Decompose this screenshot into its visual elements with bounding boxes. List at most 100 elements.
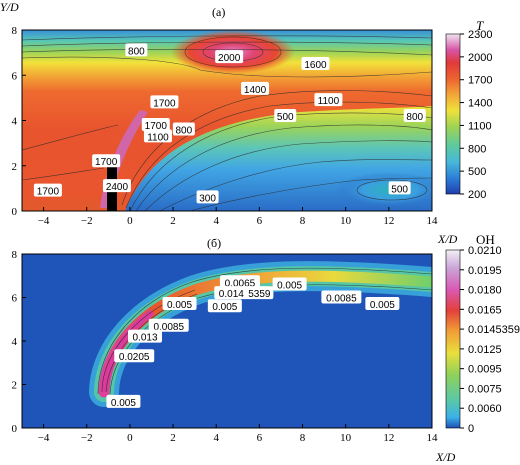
contour-label: 1700 (153, 98, 176, 109)
x-tick-label: −2 (81, 215, 93, 227)
colorbar-tick-label: 0.0145359 (468, 324, 520, 336)
x-tick-label: 4 (213, 432, 219, 444)
contour-label-bg (388, 181, 411, 195)
oh-peak-region (102, 310, 154, 392)
contour-label-bg (207, 299, 242, 313)
temperature-colorbar-ticks: 2300 2000 1700 1400 1100 800 500 200 (460, 29, 492, 201)
contour-label: 1600 (304, 60, 327, 71)
contour-label-bg (215, 50, 244, 64)
x-tick-label: −4 (38, 432, 50, 444)
panel-label-b: (б) (207, 236, 221, 250)
contour-label-bg (241, 81, 270, 95)
x-tick-label: 6 (257, 215, 263, 227)
contour-label-bg (365, 297, 400, 311)
oh-colorbar-gradient (445, 249, 461, 429)
contour-label: 0.005 (167, 300, 192, 311)
colorbar-tick-label: 0.0075 (468, 383, 502, 395)
contour-label: 0.0085 (153, 322, 184, 333)
y-tick-label: 4 (12, 336, 18, 348)
colorbar-tick-label: 2000 (468, 52, 492, 64)
colorbar-tick-label: 0.0060 (468, 403, 502, 415)
x-tick-label: −4 (38, 215, 50, 227)
y-tick-label: 2 (12, 161, 18, 173)
colorbar-tick-label: 1100 (468, 120, 492, 132)
x-tick-label: 4 (213, 215, 219, 227)
contour-label-bg (162, 297, 197, 311)
contour-label: 0.005 (111, 398, 136, 409)
contour-label: 800 (175, 126, 192, 137)
colorbar-tick-label: 1700 (468, 75, 492, 87)
oh-colorbar-ticks: 0.0210 0.0195 0.0180 0.0165 0.0145359 0.0125 0… (460, 245, 520, 435)
contour-label-bg (196, 190, 219, 204)
contour-label-bg (214, 286, 249, 300)
y-tick-label: 6 (12, 293, 18, 305)
x-tick-label: 2 (170, 215, 176, 227)
contour-label-bg (403, 108, 426, 122)
contour-label: 500 (391, 184, 408, 195)
contour-label-bg (141, 118, 170, 132)
contour-label-bg (143, 129, 172, 143)
colorbar-tick-label: 500 (468, 166, 486, 178)
x-tick-label: 6 (257, 432, 263, 444)
colorbar-tick-label: 0.0180 (468, 285, 502, 297)
contour-label-bg (314, 93, 343, 107)
y-tick-label: 2 (12, 380, 18, 392)
contour-label-bg (172, 122, 195, 136)
x-axis-title-b: X/D (435, 450, 456, 464)
colorbar-tick-label: 0 (468, 423, 474, 435)
colorbar-tick-label: 0.0165 (468, 304, 502, 316)
x-tick-label: 8 (300, 432, 306, 444)
x-tick-label: 8 (300, 215, 306, 227)
x-tick-label: 0 (127, 432, 133, 444)
contour-label: 800 (406, 112, 423, 123)
contour-label: 2400 (106, 182, 129, 193)
x-tick-label: 10 (340, 215, 352, 227)
contour-label: 0.0065 (225, 278, 256, 289)
oh-colorbar-title: OH (476, 232, 495, 247)
contour-label-bg (150, 95, 179, 109)
contour-label-bg (128, 329, 162, 343)
panel-label-a: (а) (212, 5, 225, 19)
x-tick-label: 0 (127, 215, 133, 227)
y-tick-label: 8 (12, 249, 18, 261)
contour-label: 800 (128, 46, 145, 57)
y-tick-label: 8 (12, 25, 18, 37)
colorbar-tick-label: 0.0125 (468, 344, 502, 356)
contour-label: 1700 (37, 187, 60, 198)
contour-label-bg (92, 154, 121, 168)
contour-label: 300 (199, 193, 216, 204)
x-axis-title-a: X/D (437, 232, 458, 246)
x-tick-label: 14 (427, 432, 439, 444)
contour-label: 2000 (218, 53, 241, 64)
contour-label-bg (219, 275, 260, 289)
temperature-colorbar: T 2300 2000 1700 1400 1100 800 500 200 (445, 18, 492, 201)
contour-label-bg (33, 183, 62, 197)
contour-label: 0.013 (132, 333, 157, 344)
contour-label: 1700 (145, 121, 168, 132)
contour-label: 0.014 (219, 289, 244, 300)
x-tick-label: 14 (427, 215, 439, 227)
colorbar-tick-label: 0.0095 (468, 364, 502, 376)
temperature-colorbar-gradient (445, 33, 461, 195)
colorbar-tick-label: 0.0210 (468, 245, 502, 257)
contour-label-bg (274, 108, 297, 122)
y-axis-title: Y/D (0, 0, 19, 14)
contour-label: 0.005 (212, 302, 237, 313)
oh-axis-ticks: −4 −2 0 2 4 6 8 10 12 14 0 2 4 6 8 (12, 249, 439, 444)
contour-label: 0.0205 (119, 352, 150, 363)
contour-label-bg (148, 318, 189, 332)
x-tick-label: 10 (340, 432, 352, 444)
y-tick-label: 6 (12, 70, 18, 82)
colorbar-tick-label: 0.0195 (468, 265, 502, 277)
x-tick-label: 12 (383, 215, 394, 227)
oh-field: 0.0065 0.005 0.014 5359 0.0085 0.005 0.005 0.00… (22, 254, 432, 428)
contour-label-bg (106, 394, 141, 408)
colorbar-tick-label: 2300 (468, 29, 492, 41)
contour-label: 500 (277, 112, 294, 123)
y-tick-label: 4 (12, 116, 18, 128)
contour-label-bg (272, 277, 307, 291)
